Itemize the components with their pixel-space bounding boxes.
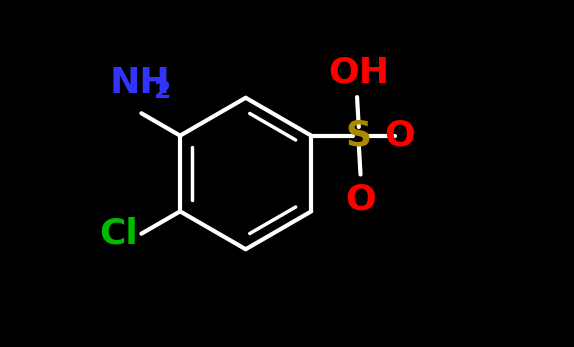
Text: Cl: Cl — [99, 217, 138, 251]
Text: O: O — [385, 119, 416, 153]
Text: S: S — [346, 119, 372, 153]
Text: OH: OH — [328, 55, 389, 89]
Text: 2: 2 — [154, 79, 172, 103]
Text: O: O — [345, 182, 376, 216]
Text: NH: NH — [109, 66, 170, 100]
